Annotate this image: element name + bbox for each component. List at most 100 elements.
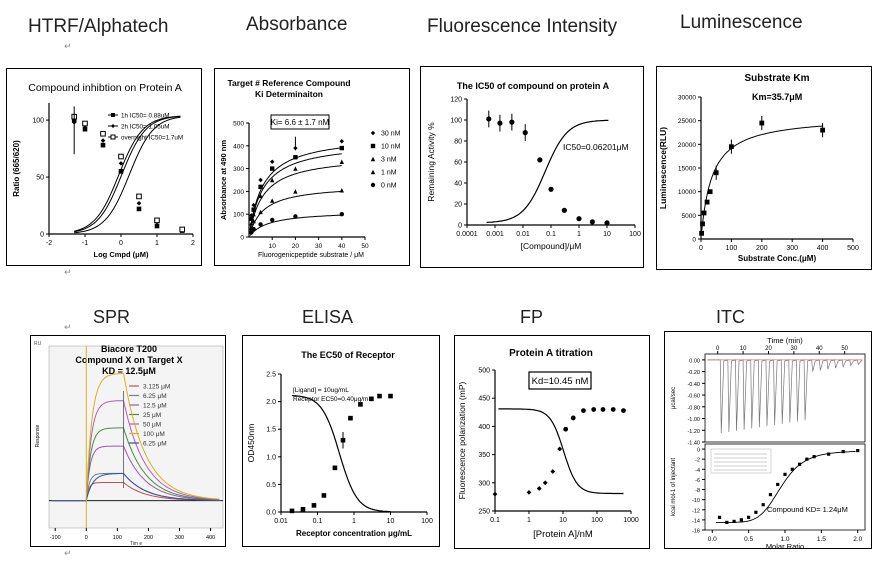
y-tick-label: -14 — [692, 518, 700, 524]
x-tick-label: 300 — [786, 245, 798, 252]
data-point — [249, 213, 254, 218]
data-point — [550, 469, 556, 474]
data-point — [576, 216, 582, 222]
chart-absorbance: Target # Reference Compound Ki Determinai… — [214, 68, 410, 266]
x-tick-label: 300 — [175, 535, 184, 541]
y-tick-label: 30000 — [678, 95, 696, 102]
data-point — [699, 230, 705, 236]
section-title-fluorescence: Fluorescence Intensity — [427, 16, 618, 37]
data-point — [179, 226, 185, 233]
y-tick-label: -8 — [695, 488, 700, 494]
data-point — [300, 506, 306, 512]
chart-htrf: Compound inhibtion on Protein A -2 -1 0 1 2 0 5… — [6, 68, 202, 266]
series-line — [291, 394, 391, 513]
y-tick-label: 400 — [233, 143, 244, 150]
data-point — [754, 510, 758, 514]
chart-spr: RU Biacore T200 Compound X on Target X KD =… — [30, 335, 226, 547]
annotation: Ki= 6.6 ± 1.7 nM — [271, 118, 330, 127]
x-tick-label: -100 — [50, 535, 61, 541]
y-axis-label: Absorbance at 490 nm — [219, 140, 228, 220]
x-tick-label: 30 — [315, 243, 323, 250]
data-point — [704, 199, 710, 205]
series-line — [249, 190, 342, 234]
y-tick-label: -10 — [692, 498, 700, 504]
x-tick-label: 0 — [85, 535, 88, 541]
y-tick-label: 100 — [233, 212, 244, 219]
x-axis-label: Receptor concentration μg/mL — [296, 529, 412, 538]
data-point — [591, 407, 597, 412]
legend-marker — [370, 143, 376, 149]
chart-fp: Protein A titration Kd=10.45 nM 0.1 1 10 100 1… — [454, 335, 650, 549]
legend-label: 100 μM — [143, 431, 165, 438]
legend-label: 3.125 μM — [143, 383, 170, 390]
data-point — [739, 518, 743, 522]
data-point — [701, 210, 707, 216]
data-point — [270, 159, 275, 164]
y-tick-label: 200 — [233, 189, 244, 196]
data-point — [581, 408, 586, 414]
y-tick-label: 450 — [478, 396, 490, 403]
x-tick-label: 2 — [191, 240, 195, 247]
legend-marker — [111, 113, 115, 117]
legend-label: 10 nM — [381, 144, 401, 151]
x-axis-label: Fluorogenicpeptide substrate / μM — [258, 252, 364, 259]
legend-label: 25 μM — [143, 412, 161, 419]
x-tick-label: 1 — [352, 518, 356, 525]
series-line — [74, 116, 181, 234]
x-tick-label: 40 — [338, 243, 346, 250]
annotation: Km=35.7μM — [752, 92, 802, 102]
legend-label: 0 nM — [381, 183, 397, 190]
y-tick-label: -0.60 — [687, 394, 700, 400]
y-tick-label: 500 — [478, 368, 490, 375]
x-tick-label: 500 — [847, 245, 859, 252]
chart-title: Substrate Km — [744, 73, 809, 84]
data-point — [589, 219, 595, 225]
y-axis-label: Remaining Activity % — [426, 122, 436, 202]
data-point — [610, 407, 616, 412]
x-tick-label: 20 — [292, 243, 300, 250]
section-title-spr: SPR — [93, 307, 131, 327]
data-point — [797, 462, 802, 466]
x-tick-label: 0.01 — [274, 518, 288, 525]
x-tick-label: 10 — [269, 243, 277, 250]
data-point — [332, 465, 338, 471]
data-point — [251, 207, 256, 212]
data-point — [492, 491, 498, 497]
x-tick-label: 0 — [119, 240, 123, 247]
annotation: KD = 12.5μM — [102, 366, 156, 376]
data-point — [82, 126, 88, 132]
chart-title: The EC50 of Receptor — [301, 350, 395, 360]
data-point — [377, 393, 382, 399]
x-tick-label: 1.0 — [780, 536, 789, 543]
thermogram-line — [707, 359, 863, 434]
data-point — [100, 138, 106, 143]
data-point — [258, 184, 263, 190]
data-point — [82, 120, 88, 127]
series-line — [700, 125, 823, 236]
series-line — [249, 153, 342, 230]
x-tick-label: 100 — [726, 245, 738, 252]
legend-label: 2h IC50= 1.05uM — [121, 124, 169, 131]
data-point — [790, 467, 794, 471]
fit-line — [715, 451, 856, 523]
x-tick-label: 0.1 — [313, 518, 323, 525]
legend-marker — [370, 182, 376, 188]
y-tick-label: -16 — [692, 529, 700, 535]
data-point — [542, 480, 548, 486]
data-point — [841, 449, 845, 454]
data-point — [154, 217, 160, 224]
chart-title: Target # Reference Compound — [227, 78, 350, 88]
x-tick-label: 10 — [740, 346, 747, 352]
return-mark: ↵ — [64, 549, 72, 559]
data-point — [136, 200, 142, 206]
fit-table-box — [710, 448, 772, 474]
legend-marker — [111, 124, 115, 128]
data-point — [293, 189, 298, 194]
y-tick-label: 300 — [233, 166, 244, 173]
chart-subtitle: Ki Determinaiton — [255, 89, 323, 99]
x-tick-label: 400 — [817, 245, 829, 252]
legend-label: 50 μM — [143, 421, 161, 428]
data-point — [856, 448, 860, 453]
x-tick-label: 100 — [591, 517, 603, 524]
y-tick-label: 50 — [36, 175, 44, 182]
